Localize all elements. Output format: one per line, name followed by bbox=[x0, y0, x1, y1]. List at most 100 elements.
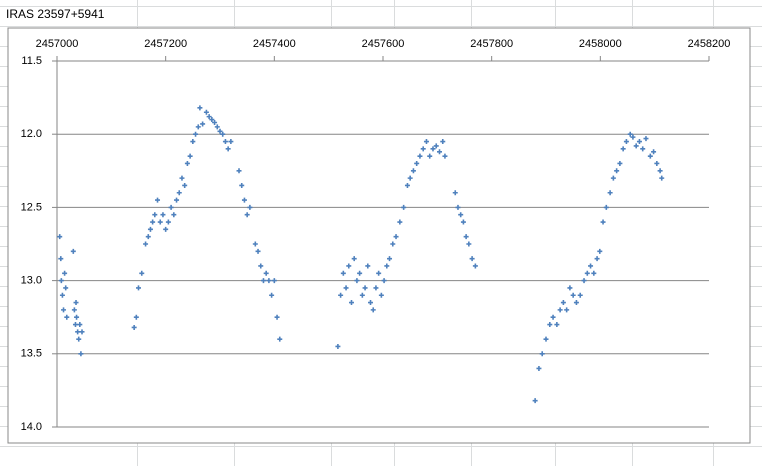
y-tick-label: 13.0 bbox=[21, 275, 42, 287]
data-point bbox=[222, 139, 228, 145]
data-point bbox=[550, 314, 556, 320]
x-tick-label: 2458200 bbox=[688, 38, 731, 50]
data-point bbox=[381, 278, 387, 284]
data-point bbox=[570, 292, 576, 298]
data-point bbox=[617, 160, 623, 166]
data-point bbox=[581, 278, 587, 284]
data-point bbox=[131, 324, 137, 330]
data-point bbox=[577, 292, 583, 298]
data-point bbox=[163, 226, 169, 232]
x-tick-label: 2457000 bbox=[36, 38, 79, 50]
data-point bbox=[147, 226, 153, 232]
data-point bbox=[274, 314, 280, 320]
data-point bbox=[393, 234, 399, 240]
data-point bbox=[228, 139, 234, 145]
data-point bbox=[466, 241, 472, 247]
data-point bbox=[654, 160, 660, 166]
data-point bbox=[623, 139, 629, 145]
data-point bbox=[338, 292, 344, 298]
data-point bbox=[430, 146, 436, 152]
data-point bbox=[136, 285, 141, 291]
data-point bbox=[378, 292, 384, 298]
data-point bbox=[247, 204, 253, 210]
data-point bbox=[70, 248, 76, 254]
data-point bbox=[659, 175, 665, 181]
data-point bbox=[197, 105, 203, 111]
data-point bbox=[433, 143, 439, 149]
data-point bbox=[74, 314, 80, 320]
data-point bbox=[73, 300, 79, 306]
data-point bbox=[277, 336, 283, 342]
data-point bbox=[560, 300, 566, 306]
data-point bbox=[160, 212, 166, 218]
data-point bbox=[458, 212, 464, 218]
data-point bbox=[614, 168, 620, 174]
data-point bbox=[75, 329, 81, 335]
data-point bbox=[252, 241, 258, 247]
data-point bbox=[145, 234, 151, 240]
data-point bbox=[620, 146, 626, 152]
data-point bbox=[647, 153, 653, 159]
data-point bbox=[348, 300, 354, 306]
y-tick-label: 14.0 bbox=[21, 421, 42, 433]
data-point bbox=[150, 219, 156, 225]
data-point bbox=[536, 365, 542, 371]
data-point bbox=[255, 248, 261, 254]
data-point bbox=[584, 270, 590, 276]
data-point bbox=[206, 114, 212, 120]
data-point bbox=[225, 146, 231, 152]
data-point bbox=[407, 175, 413, 181]
data-point bbox=[384, 263, 390, 269]
data-point bbox=[155, 197, 161, 203]
data-point bbox=[573, 300, 579, 306]
data-point bbox=[359, 292, 365, 298]
data-point bbox=[640, 146, 646, 152]
data-point bbox=[564, 307, 570, 313]
data-point bbox=[217, 128, 223, 134]
data-point bbox=[452, 190, 458, 196]
data-point bbox=[174, 197, 180, 203]
data-point bbox=[368, 300, 374, 306]
data-point bbox=[362, 285, 368, 291]
data-point bbox=[567, 285, 573, 291]
data-point bbox=[182, 182, 188, 188]
data-point bbox=[472, 263, 478, 269]
data-point bbox=[594, 256, 600, 262]
x-tick-label: 2457600 bbox=[362, 38, 405, 50]
x-tick-label: 2457200 bbox=[144, 38, 187, 50]
data-point bbox=[184, 160, 190, 166]
data-point bbox=[187, 153, 193, 159]
data-point bbox=[258, 263, 264, 269]
data-point bbox=[168, 204, 174, 210]
y-tick-label: 11.5 bbox=[21, 55, 42, 67]
data-point bbox=[143, 241, 149, 247]
data-point bbox=[212, 119, 218, 125]
data-point bbox=[62, 270, 68, 276]
data-point bbox=[343, 285, 349, 291]
data-point bbox=[239, 182, 245, 188]
data-point bbox=[597, 248, 603, 254]
chart-area bbox=[7, 27, 751, 444]
data-point bbox=[241, 197, 247, 203]
data-point bbox=[437, 149, 443, 155]
data-point bbox=[263, 270, 269, 276]
data-point bbox=[79, 329, 85, 335]
data-point bbox=[607, 190, 613, 196]
data-point bbox=[203, 109, 209, 115]
chart-title: IRAS 23597+5941 bbox=[6, 7, 105, 21]
data-point bbox=[600, 219, 606, 225]
data-point bbox=[460, 219, 466, 225]
data-point bbox=[420, 146, 426, 152]
data-point bbox=[340, 270, 346, 276]
data-point bbox=[335, 343, 341, 349]
data-point bbox=[627, 131, 633, 137]
data-point bbox=[61, 307, 67, 313]
data-point bbox=[58, 278, 64, 284]
data-point bbox=[77, 322, 83, 328]
data-point bbox=[179, 175, 185, 181]
data-point bbox=[404, 182, 410, 188]
data-point bbox=[357, 270, 363, 276]
data-point bbox=[78, 351, 84, 357]
data-point bbox=[76, 336, 82, 342]
data-point bbox=[370, 307, 376, 313]
